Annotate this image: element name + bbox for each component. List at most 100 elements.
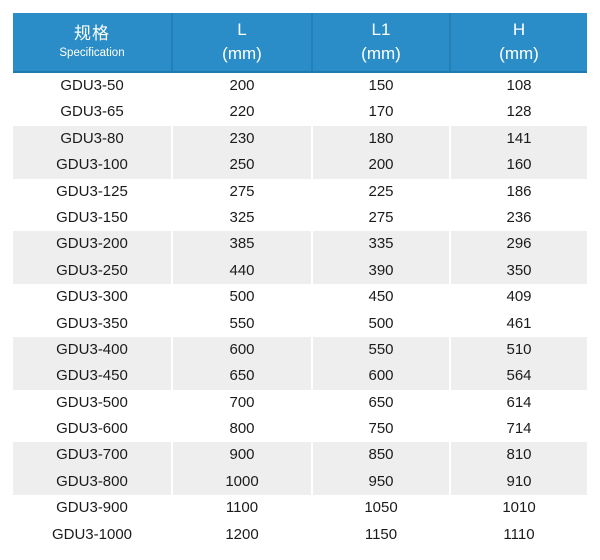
spec-cell: GDU3-450 [13,363,173,390]
spec-cell: GDU3-80 [13,125,173,153]
table-row: GDU3-500 700 650 614 [13,389,587,417]
h-cell: 236 [451,204,587,232]
l-cell: 220 [173,99,313,126]
header-cell-h: H (mm) [451,13,587,71]
l1-cell: 390 [313,257,451,285]
spec-cell: GDU3-50 [13,73,173,100]
l-cell: 325 [173,204,313,232]
l1-cell: 500 [313,310,451,337]
table-row: GDU3-700 900 850 810 [13,442,587,469]
table-row: GDU3-800 1000 950 910 [13,468,587,496]
l1-cell: 180 [313,125,451,153]
l-cell: 200 [173,73,313,100]
l1-cell: 200 [313,152,451,179]
header-spec-en-label: Specification [59,46,125,59]
l-cell: 250 [173,152,313,179]
l1-cell: 1150 [313,521,451,549]
spec-cell: GDU3-300 [13,284,173,311]
spec-cell: GDU3-150 [13,204,173,232]
h-cell: 160 [451,152,587,179]
l-cell: 900 [173,442,313,469]
spec-cell: GDU3-500 [13,389,173,417]
h-cell: 461 [451,310,587,337]
l-cell: 1200 [173,521,313,549]
spec-cell: GDU3-100 [13,152,173,179]
spec-cell: GDU3-250 [13,257,173,285]
l1-cell: 1050 [313,495,451,522]
table-row: GDU3-400 600 550 510 [13,336,587,364]
header-h-unit: (mm) [499,44,539,63]
spec-cell: GDU3-900 [13,495,173,522]
l1-cell: 600 [313,363,451,390]
table-row: GDU3-350 550 500 461 [13,310,587,337]
spec-cell: GDU3-350 [13,310,173,337]
table-header: 规格 Specification L (mm) L1 (mm) H (mm) [13,13,587,73]
l-cell: 600 [173,336,313,364]
specification-table: 规格 Specification L (mm) L1 (mm) H (mm) G… [13,13,587,549]
l-cell: 440 [173,257,313,285]
h-cell: 350 [451,257,587,285]
spec-cell: GDU3-65 [13,99,173,126]
table-row: GDU3-65 220 170 128 [13,99,587,126]
header-spec-zh-label: 规格 [74,24,110,44]
header-l-unit: (mm) [222,44,262,63]
l-cell: 1100 [173,495,313,522]
h-cell: 1010 [451,495,587,522]
table-row: GDU3-200 385 335 296 [13,231,587,258]
l1-cell: 650 [313,389,451,417]
l1-cell: 225 [313,178,451,205]
table-row: GDU3-150 325 275 236 [13,204,587,232]
l1-cell: 335 [313,231,451,258]
h-cell: 614 [451,389,587,417]
spec-cell: GDU3-1000 [13,521,173,549]
table-body: GDU3-50 200 150 108 GDU3-65 220 170 128 GDU3-80 2… [13,73,587,549]
l1-cell: 170 [313,99,451,126]
h-cell: 510 [451,336,587,364]
table-row: GDU3-600 800 750 714 [13,416,587,443]
l-cell: 230 [173,125,313,153]
table-row: GDU3-300 500 450 409 [13,284,587,311]
spec-cell: GDU3-400 [13,336,173,364]
h-cell: 1110 [451,521,587,549]
l1-cell: 950 [313,468,451,496]
spec-cell: GDU3-200 [13,231,173,258]
header-h-label: H [512,20,526,40]
l-cell: 650 [173,363,313,390]
table-row: GDU3-100 250 200 160 [13,152,587,179]
l-cell: 550 [173,310,313,337]
l-cell: 800 [173,416,313,443]
table-row: GDU3-125 275 225 186 [13,178,587,205]
h-cell: 910 [451,468,587,496]
l1-cell: 750 [313,416,451,443]
h-cell: 296 [451,231,587,258]
spec-cell: GDU3-800 [13,468,173,496]
l-cell: 385 [173,231,313,258]
l-cell: 500 [173,284,313,311]
l1-cell: 850 [313,442,451,469]
h-cell: 810 [451,442,587,469]
h-cell: 409 [451,284,587,311]
h-cell: 141 [451,125,587,153]
h-cell: 564 [451,363,587,390]
table-row: GDU3-1000 1200 1150 1110 [13,521,587,549]
l1-cell: 550 [313,336,451,364]
l1-cell: 275 [313,204,451,232]
h-cell: 128 [451,99,587,126]
h-cell: 714 [451,416,587,443]
table-row: GDU3-50 200 150 108 [13,73,587,100]
table-row: GDU3-900 1100 1050 1010 [13,495,587,522]
table-row: GDU3-250 440 390 350 [13,257,587,285]
l-cell: 700 [173,389,313,417]
header-l1-unit: (mm) [361,44,401,63]
table-row: GDU3-450 650 600 564 [13,363,587,390]
table-row: GDU3-80 230 180 141 [13,125,587,153]
header-l1-label: L1 [371,20,391,40]
l-cell: 1000 [173,468,313,496]
l1-cell: 450 [313,284,451,311]
header-cell-spec: 规格 Specification [13,13,173,71]
header-cell-l1: L1 (mm) [313,13,451,71]
spec-cell: GDU3-600 [13,416,173,443]
l1-cell: 150 [313,73,451,100]
h-cell: 186 [451,178,587,205]
l-cell: 275 [173,178,313,205]
